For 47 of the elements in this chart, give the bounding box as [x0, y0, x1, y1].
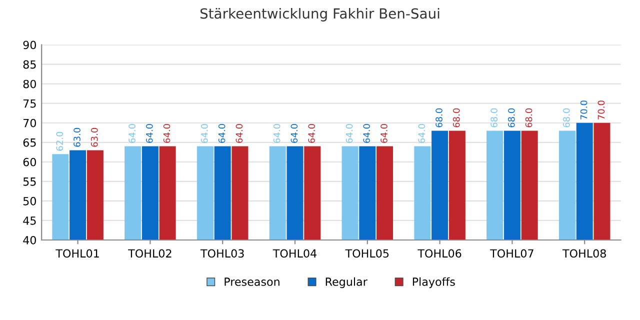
data-label: 64.0 [128, 124, 136, 143]
y-tick-label: 70 [24, 118, 36, 128]
x-tick-label: TOHL02 [128, 249, 172, 258]
data-label: 68.0 [436, 108, 442, 128]
y-tick-label: 75 [24, 99, 36, 108]
y-tick-label: 45 [23, 216, 36, 225]
data-label: 64.0 [146, 124, 153, 143]
data-label: 68.0 [525, 108, 532, 128]
x-tick-label: TOHL08 [562, 249, 606, 258]
y-tick-label: 60 [23, 158, 36, 166]
data-label: 70.0 [580, 100, 588, 120]
data-label: 70.0 [598, 100, 605, 120]
data-label: 64.0 [380, 124, 388, 143]
x-tick-label: TOHL05 [345, 249, 389, 258]
data-label: 64.0 [346, 124, 353, 143]
y-tick-label: 80 [23, 80, 36, 88]
data-label: 64.0 [363, 124, 370, 143]
x-tick-label: TOHL07 [490, 249, 534, 258]
y-tick-label: 85 [23, 60, 36, 69]
data-label: 68.0 [508, 108, 515, 128]
y-tick-label: 50 [23, 196, 36, 206]
data-label: 68.0 [452, 108, 460, 128]
data-label: 62.0 [56, 132, 64, 151]
data-label: 64.0 [236, 124, 243, 143]
data-label: 64.0 [273, 124, 280, 143]
data-label: 64.0 [218, 124, 226, 143]
data-label: 63.0 [90, 128, 98, 147]
data-label: 68.0 [490, 108, 498, 128]
legend-label: Playoffs [412, 277, 455, 288]
x-tick-label: TOHL06 [418, 249, 462, 258]
x-tick-label: TOHL04 [272, 249, 316, 258]
y-tick-label: 90 [23, 40, 36, 50]
y-tick-label: 55 [23, 178, 36, 186]
x-tick-label: TOHL03 [200, 249, 244, 258]
data-label: 64.0 [418, 124, 426, 143]
data-label: 64.0 [308, 124, 315, 143]
data-label: 64.0 [290, 124, 298, 143]
legend-label: Preseason [224, 278, 280, 286]
x-tick-label: TOHL01 [56, 249, 99, 258]
data-label: 63.0 [74, 128, 80, 147]
chart-title: Stärkeentwicklung Fakhir Ben-Saui [200, 8, 440, 22]
y-tick-label: 65 [23, 138, 36, 147]
data-label: 64.0 [163, 124, 170, 143]
data-label: 68.0 [563, 108, 570, 128]
y-tick-label: 40 [23, 236, 36, 244]
legend-label: Regular [326, 277, 368, 288]
data-label: 64.0 [201, 124, 208, 143]
